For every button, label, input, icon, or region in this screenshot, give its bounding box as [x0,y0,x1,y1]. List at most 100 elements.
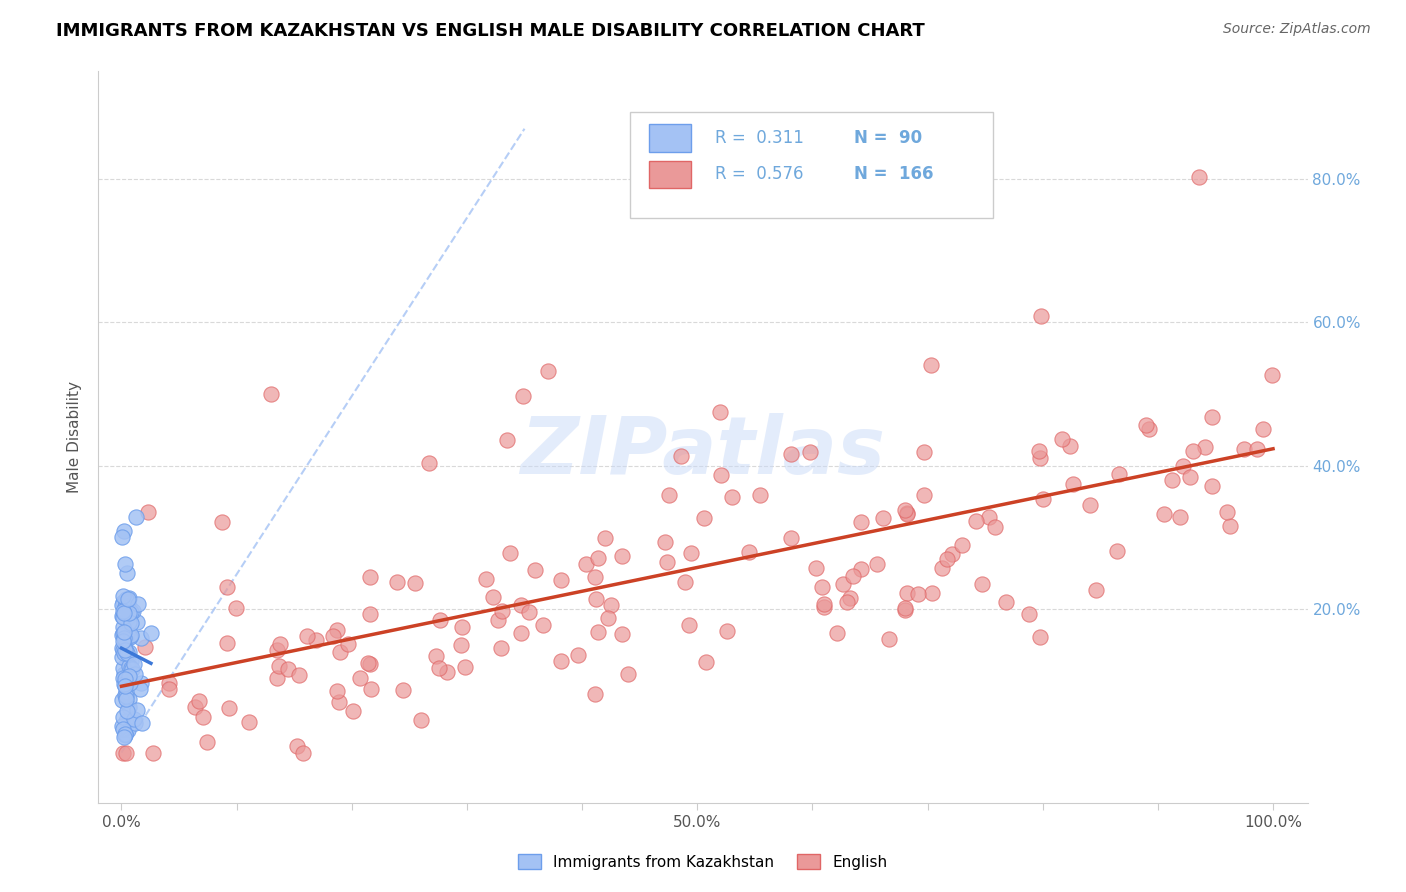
Point [593,531,616,545]
Point [716,624,738,639]
Point [583,687,606,701]
Point [118,700,141,714]
Point [654,535,676,549]
Point [1029,630,1052,644]
Point [322,629,344,643]
Point [849,561,872,575]
Point [811,580,834,594]
Point [215,636,238,650]
Point [110,599,132,613]
Point [754,159,776,173]
Point [114,726,136,740]
Point [489,641,512,656]
Point [118,591,141,605]
Point [1171,459,1194,474]
Point [117,655,139,669]
Point [436,665,458,680]
Point [813,599,835,614]
Point [111,693,134,707]
Point [1153,507,1175,521]
Point [114,727,136,741]
Legend: Immigrants from Kazakhstan, English: Immigrants from Kazakhstan, English [512,847,894,876]
Point [510,599,533,613]
Point [121,662,143,676]
Point [921,586,943,600]
Point [117,591,139,606]
Point [531,618,554,632]
Point [839,591,862,606]
Point [118,606,141,620]
Point [585,592,607,607]
Point [124,510,146,524]
Point [359,569,381,583]
Point [125,703,148,717]
Point [474,573,496,587]
Point [451,620,474,634]
Point [658,488,681,502]
Point [842,569,865,583]
Point [111,620,134,634]
Point [266,643,288,657]
Y-axis label: Male Disability: Male Disability [67,381,83,493]
Point [709,405,731,419]
Point [225,600,247,615]
Point [1216,505,1239,519]
Point [392,682,415,697]
Point [124,715,146,730]
Point [114,558,136,572]
Point [295,629,318,643]
Point [342,704,364,718]
Point [950,538,973,552]
Point [425,649,447,664]
Point [567,648,589,662]
Point [865,557,887,571]
Point [586,624,609,639]
Point [120,661,142,675]
Point [112,606,135,620]
Point [1059,439,1081,453]
Point [550,654,572,668]
Point [111,608,134,623]
Point [678,617,700,632]
Point [1028,443,1050,458]
Point [896,506,918,520]
Point [112,524,135,538]
Point [710,468,733,483]
Point [894,603,917,617]
Point [111,634,134,648]
Point [599,598,621,612]
Point [349,672,371,686]
Point [118,692,141,706]
Point [218,700,240,714]
Point [360,682,382,697]
Text: Source: ZipAtlas.com: Source: ZipAtlas.com [1223,22,1371,37]
Point [269,659,291,673]
Point [524,563,547,577]
Point [1032,491,1054,506]
Point [610,549,633,564]
Text: R =  0.311: R = 0.311 [716,129,804,147]
Point [325,684,347,698]
Point [114,684,136,698]
Point [184,700,207,714]
Point [721,490,744,504]
Point [120,654,142,668]
Point [114,679,136,693]
Point [779,447,801,461]
Point [832,577,855,591]
Point [1178,470,1201,484]
Point [491,603,513,617]
Point [115,599,138,613]
Point [517,605,540,619]
Point [115,592,138,607]
Point [118,669,141,683]
Point [806,561,828,575]
Text: N =  166: N = 166 [855,166,934,184]
Point [1018,607,1040,621]
Point [1194,440,1216,454]
Point [1107,544,1129,558]
Point [356,656,378,670]
Point [117,723,139,737]
Point [115,646,138,660]
Point [112,671,135,685]
